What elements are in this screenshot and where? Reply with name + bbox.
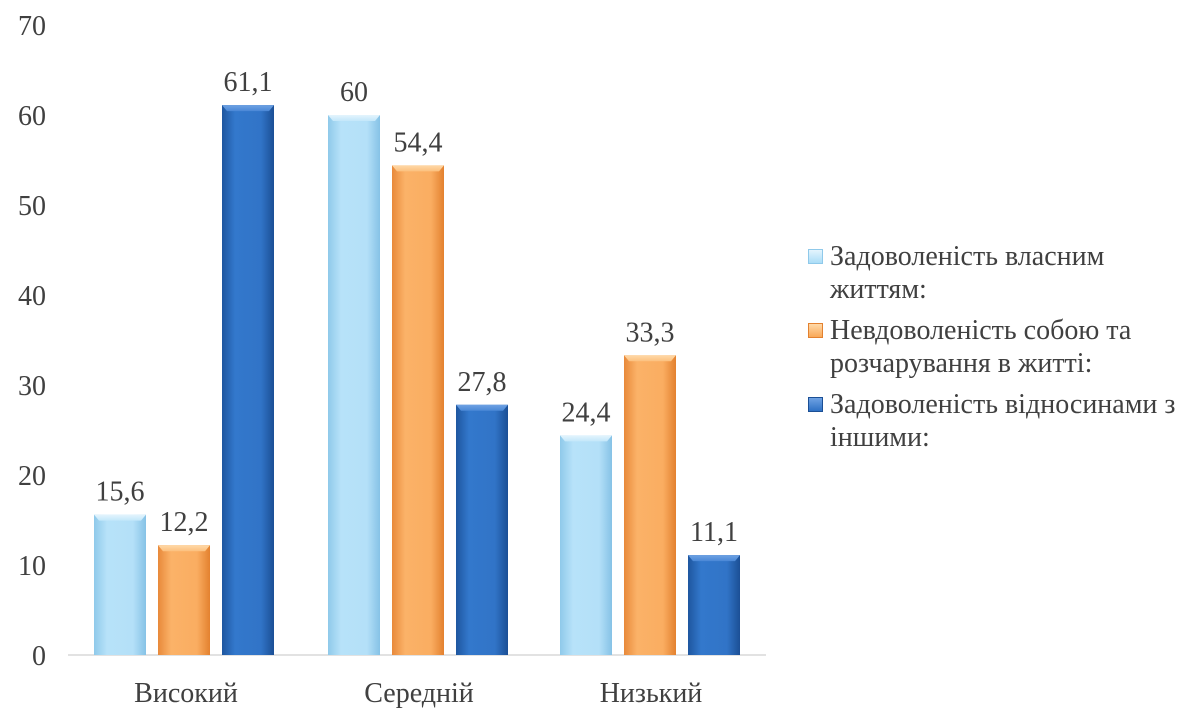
- legend-label-1: Невдоволеність собою та розчарування в ж…: [830, 315, 1132, 379]
- y-tick-label: 60: [18, 101, 46, 132]
- legend-swatch-2: [808, 397, 823, 412]
- bar-cap: [222, 105, 274, 112]
- bar-cap: [158, 545, 210, 552]
- legend-label-2: Задоволеність відносинами з іншими:: [830, 389, 1176, 453]
- data-label: 33,3: [626, 317, 675, 348]
- x-tick-label: Високий: [134, 678, 238, 709]
- bar-cap: [94, 514, 146, 521]
- y-tick-label: 70: [18, 11, 46, 42]
- y-axis: 0 10 20 30 40 50 60 70: [18, 11, 46, 672]
- legend-item-0: Задоволеність власним життям:: [806, 240, 1184, 306]
- bar-cap: [328, 115, 380, 121]
- y-tick-label: 10: [18, 551, 46, 582]
- bar: [94, 514, 146, 655]
- legend-swatch-1: [808, 323, 823, 338]
- bar-cap: [392, 165, 444, 172]
- x-axis: Високий Середній Низький: [134, 678, 702, 709]
- y-tick-label: 50: [18, 191, 46, 222]
- legend: Задоволеність власним життям: Невдоволен…: [806, 240, 1184, 462]
- x-tick-label: Середній: [364, 678, 474, 709]
- data-label: 60: [340, 77, 368, 108]
- legend-item-2: Задоволеність відносинами з іншими:: [806, 388, 1184, 454]
- bar-body: [328, 115, 380, 655]
- bar-body: [688, 555, 740, 655]
- data-labels: 15,6 60 24,4 12,2 54,4 33,3 61,1 27,8 11,1: [96, 67, 738, 548]
- bars: [94, 105, 740, 656]
- data-label: 27,8: [458, 367, 507, 398]
- bar: [158, 545, 210, 655]
- bar-body: [158, 545, 210, 655]
- bar-body: [456, 404, 508, 655]
- bar: [624, 355, 676, 655]
- bar: [392, 165, 444, 655]
- bar-cap: [688, 555, 740, 562]
- bar-body: [222, 105, 274, 656]
- y-tick-label: 0: [32, 641, 46, 672]
- bar-body: [392, 165, 444, 655]
- bar: [222, 105, 274, 656]
- bar-body: [624, 355, 676, 655]
- legend-label-0: Задоволеність власним життям:: [830, 241, 1105, 305]
- legend-swatch-0: [808, 249, 823, 264]
- y-tick-label: 40: [18, 281, 46, 312]
- data-label: 54,4: [394, 127, 443, 158]
- bar-chart: 0 10 20 30 40 50 60 70 Високий Середній Низький 1…: [18, 11, 766, 709]
- y-tick-label: 20: [18, 461, 46, 492]
- data-label: 24,4: [562, 397, 611, 428]
- bar-body: [94, 514, 146, 655]
- bar: [560, 435, 612, 655]
- data-label: 12,2: [160, 507, 209, 538]
- bar-cap: [456, 404, 508, 411]
- bar: [688, 555, 740, 655]
- bar-body: [560, 435, 612, 655]
- bar-cap: [560, 435, 612, 442]
- y-tick-label: 30: [18, 371, 46, 402]
- data-label: 61,1: [224, 67, 273, 98]
- x-tick-label: Низький: [600, 678, 703, 709]
- data-label: 11,1: [690, 517, 738, 548]
- data-label: 15,6: [96, 477, 145, 508]
- bar-cap: [624, 355, 676, 362]
- bar: [328, 115, 380, 655]
- legend-item-1: Невдоволеність собою та розчарування в ж…: [806, 314, 1184, 380]
- bar: [456, 404, 508, 655]
